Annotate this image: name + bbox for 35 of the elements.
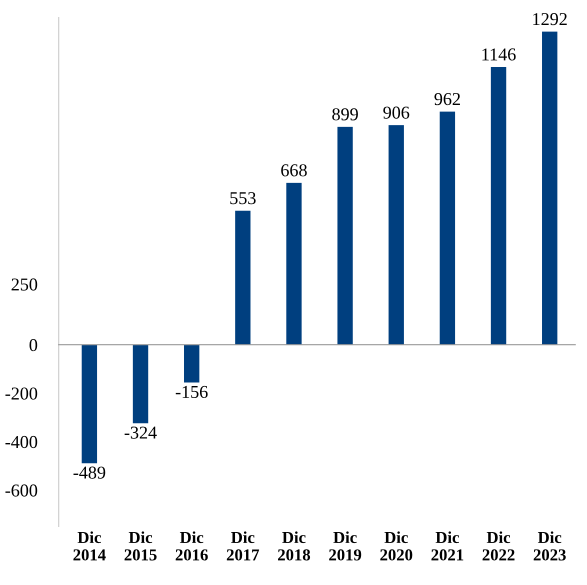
data-label: -156: [176, 386, 208, 398]
data-label: 899: [332, 108, 358, 120]
bar: [235, 210, 250, 345]
x-tick-label: Dic 2021: [431, 531, 464, 561]
bar: [184, 344, 200, 383]
x-tick-label: Dic 2017: [226, 531, 260, 561]
bar: [82, 344, 98, 464]
y-tick-label: -400: [5, 436, 38, 448]
y-tick-label: -200: [5, 387, 38, 400]
data-label: 962: [434, 93, 460, 106]
bar: [286, 182, 302, 345]
bar: [132, 344, 148, 424]
data-label: 1146: [482, 48, 516, 61]
data-label: 906: [383, 106, 410, 119]
x-tick-label: Dic 2014: [73, 531, 106, 561]
x-tick-label: Dic 2015: [124, 531, 157, 561]
y-tick-label: -600: [5, 484, 38, 497]
data-label: 553: [230, 192, 256, 204]
x-tick-label: Dic 2019: [329, 531, 362, 561]
y-tick-label: 0: [30, 338, 38, 352]
bar: [337, 126, 353, 345]
x-tick-label: Dic 2016: [176, 531, 208, 561]
x-tick-label: Dic 2023: [534, 531, 566, 561]
data-label: 1292: [533, 13, 567, 26]
bar: [542, 32, 558, 345]
data-label: -324: [124, 426, 157, 439]
bar: [490, 66, 506, 345]
data-label: 668: [281, 164, 307, 176]
data-label: -489: [74, 466, 106, 479]
bar: [388, 125, 404, 345]
y-tick-label: 250: [12, 278, 38, 291]
x-tick-label: Dic 2022: [482, 531, 514, 561]
x-tick-label: Dic 2018: [278, 531, 310, 561]
bar: [440, 112, 456, 345]
x-tick-label: Dic 2020: [380, 531, 412, 561]
